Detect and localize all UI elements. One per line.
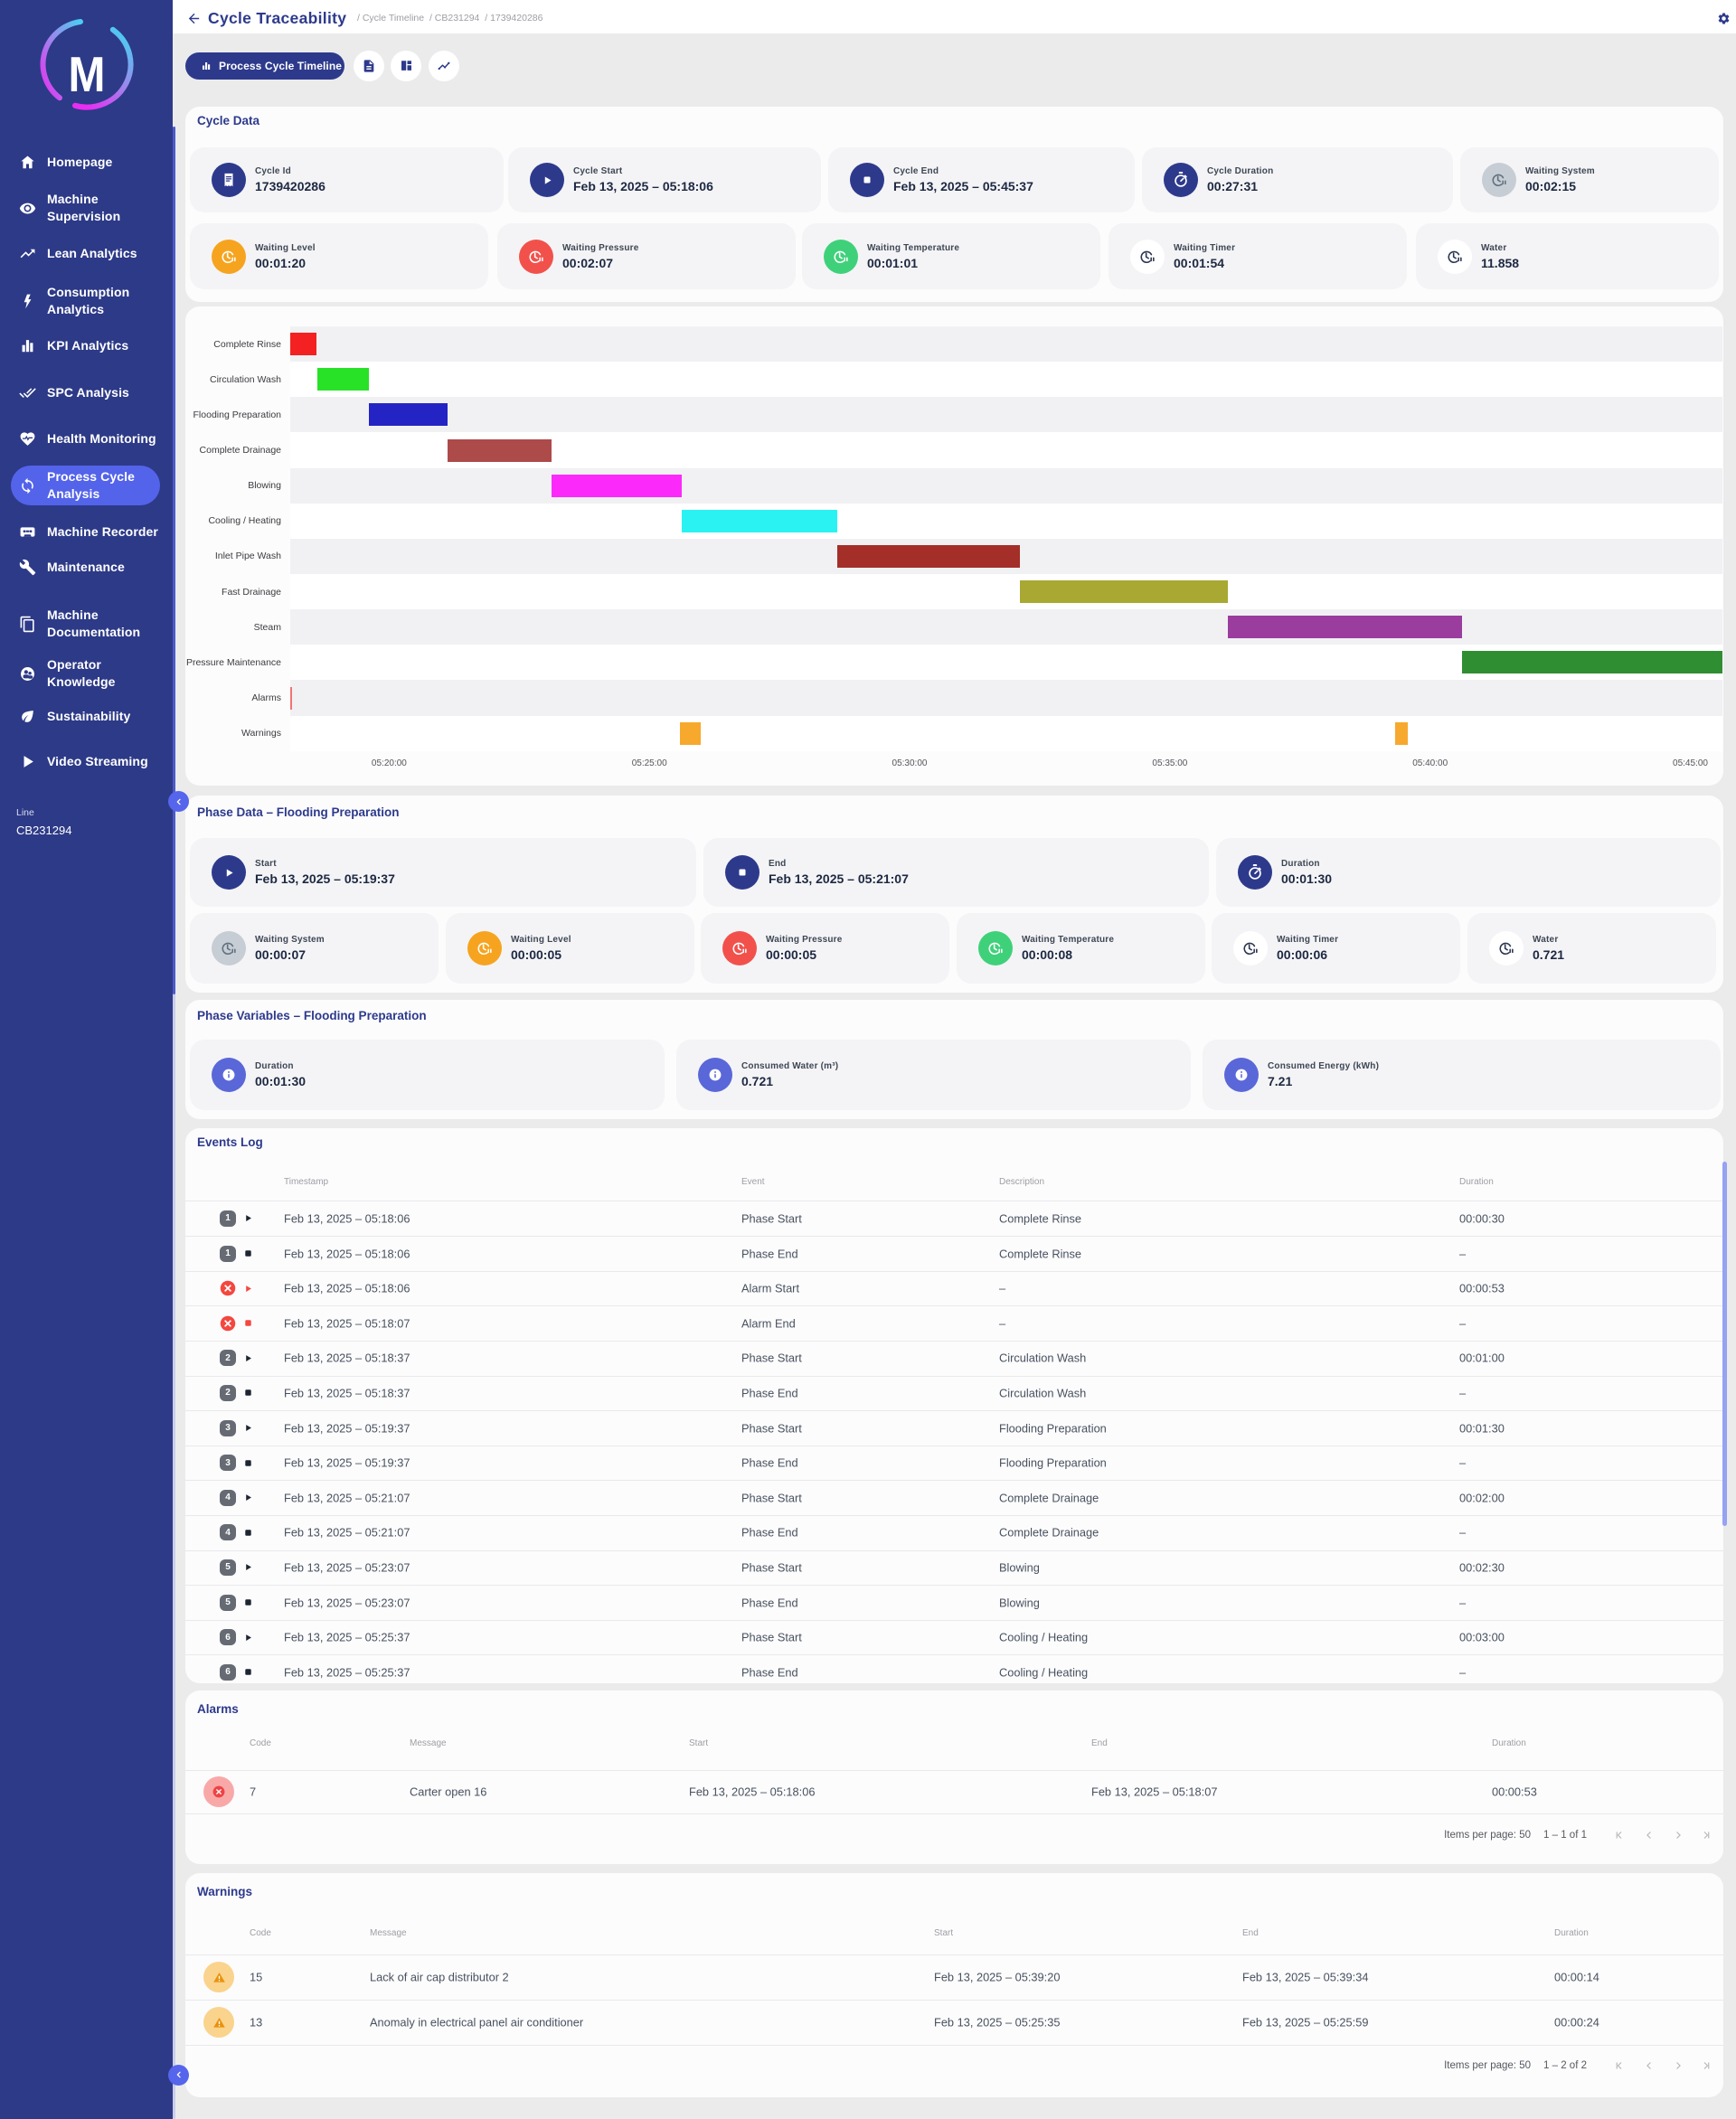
svg-text:M: M — [69, 46, 106, 102]
